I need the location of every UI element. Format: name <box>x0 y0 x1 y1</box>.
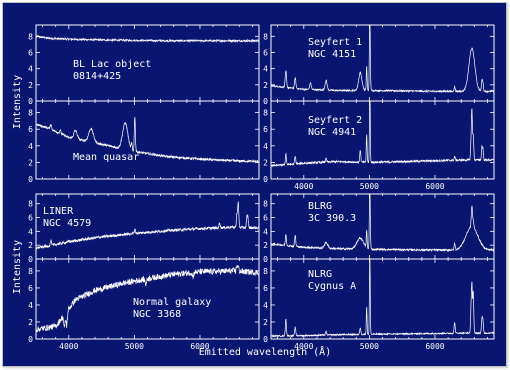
panel-title: NLRG Cygnus A <box>308 269 356 292</box>
x-tick-label: 4000 <box>294 342 313 351</box>
panel-title: LINER NGC 4579 <box>43 206 91 229</box>
spectrum-panel-7: 0 2 4 6 8 4000 5000 6000 Normal galaxy NGC 3368 <box>28 258 260 351</box>
y-tick-label: 4 <box>263 227 268 236</box>
y-tick-label: 0 <box>28 175 33 184</box>
spectrum-panel-2: 0 2 4 6 8 Seyfert 1 NGC 4151 <box>263 24 495 106</box>
y-tick-label: 0 <box>28 97 33 106</box>
y-tick-label: 6 <box>28 284 33 293</box>
panel-title: Mean quasar <box>73 152 139 163</box>
x-tick-label: 4000 <box>59 342 78 351</box>
spectrum-line <box>36 265 259 333</box>
figure-background <box>3 3 506 366</box>
y-tick-label: 0 <box>263 255 268 264</box>
y-tick-label: 6 <box>28 125 33 134</box>
y-tick-label: 2 <box>263 81 268 90</box>
x-tick-label: 6000 <box>190 342 209 351</box>
y-tick-label: 8 <box>28 200 33 209</box>
y-tick-label: 0 <box>28 335 33 344</box>
y-tick-label: 0 <box>28 255 33 264</box>
y-tick-label: 2 <box>263 241 268 250</box>
x-tick-label: 4000 <box>294 182 313 191</box>
spectrum-panel-4: 0 2 4 6 8 4000 5000 6000 Seyfert 2 NGC 4941 <box>263 100 495 191</box>
x-tick-label: 5000 <box>360 182 379 191</box>
y-tick-label: 2 <box>28 158 33 167</box>
panel-title: BL Lac object 0814+425 <box>73 59 151 82</box>
spectrum-line <box>36 34 259 44</box>
y-tick-label: 2 <box>28 81 33 90</box>
spectrum-line <box>271 194 494 253</box>
spectrum-panel-3: 0 2 4 6 8 Mean quasar <box>28 100 260 184</box>
x-tick-label: 5000 <box>360 342 379 351</box>
y-tick-label: 8 <box>28 267 33 276</box>
y-tick-label: 6 <box>263 125 268 134</box>
y-tick-label: 4 <box>28 227 33 236</box>
spectrum-line <box>36 200 259 250</box>
panel-title: Seyfert 1 NGC 4151 <box>308 37 362 60</box>
y-tick-label: 8 <box>263 200 268 209</box>
y-tick-label: 4 <box>263 301 268 310</box>
y-tick-label: 4 <box>28 65 33 74</box>
y-tick-label: 6 <box>28 214 33 223</box>
spectrum-line <box>36 117 259 164</box>
y-tick-label: 8 <box>263 267 268 276</box>
panel-title: Normal galaxy NGC 3368 <box>133 297 211 320</box>
y-tick-label: 0 <box>263 97 268 106</box>
y-tick-label: 8 <box>263 109 268 118</box>
y-tick-label: 4 <box>263 65 268 74</box>
y-tick-label: 2 <box>28 318 33 327</box>
panel-title: Seyfert 2 NGC 4941 <box>308 115 362 138</box>
x-tick-label: 5000 <box>125 342 144 351</box>
spectrum-panel-6: 0 2 4 6 8 BLRG 3C 390.3 <box>263 193 495 264</box>
panel-title: BLRG 3C 390.3 <box>308 201 356 224</box>
y-tick-label: 4 <box>28 301 33 310</box>
x-tick-label: 6000 <box>425 182 444 191</box>
y-tick-label: 8 <box>28 109 33 118</box>
x-tick-label: 6000 <box>425 342 444 351</box>
y-tick-label: 8 <box>28 32 33 41</box>
spectrum-line <box>271 101 494 168</box>
y-tick-label: 4 <box>28 142 33 151</box>
y-tick-label: 0 <box>263 335 268 344</box>
spectrum-panel-8: 0 2 4 6 8 4000 5000 6000 NLRG Cygnus A <box>263 258 495 351</box>
spectra-chart: 0 2 4 6 8 BL Lac object 0814+425 0 2 4 6 8 Seyfert 1… <box>3 3 506 366</box>
spectrum-line <box>271 25 494 94</box>
x-axis-label: Emitted wavelength (Å) <box>199 345 331 358</box>
y-tick-label: 0 <box>263 175 268 184</box>
y-tick-label: 8 <box>263 32 268 41</box>
y-tick-label: 6 <box>263 48 268 57</box>
y-axis-label-top: Intensity <box>12 75 23 129</box>
y-axis-label-bottom: Intensity <box>12 240 23 294</box>
y-tick-label: 6 <box>28 48 33 57</box>
spectrum-line <box>271 259 494 338</box>
y-tick-label: 6 <box>263 284 268 293</box>
y-tick-label: 2 <box>263 158 268 167</box>
y-tick-label: 2 <box>28 241 33 250</box>
y-tick-label: 4 <box>263 142 268 151</box>
figure-frame: 0 2 4 6 8 BL Lac object 0814+425 0 2 4 6 8 Seyfert 1… <box>2 2 507 367</box>
y-tick-label: 6 <box>263 214 268 223</box>
y-tick-label: 2 <box>263 318 268 327</box>
